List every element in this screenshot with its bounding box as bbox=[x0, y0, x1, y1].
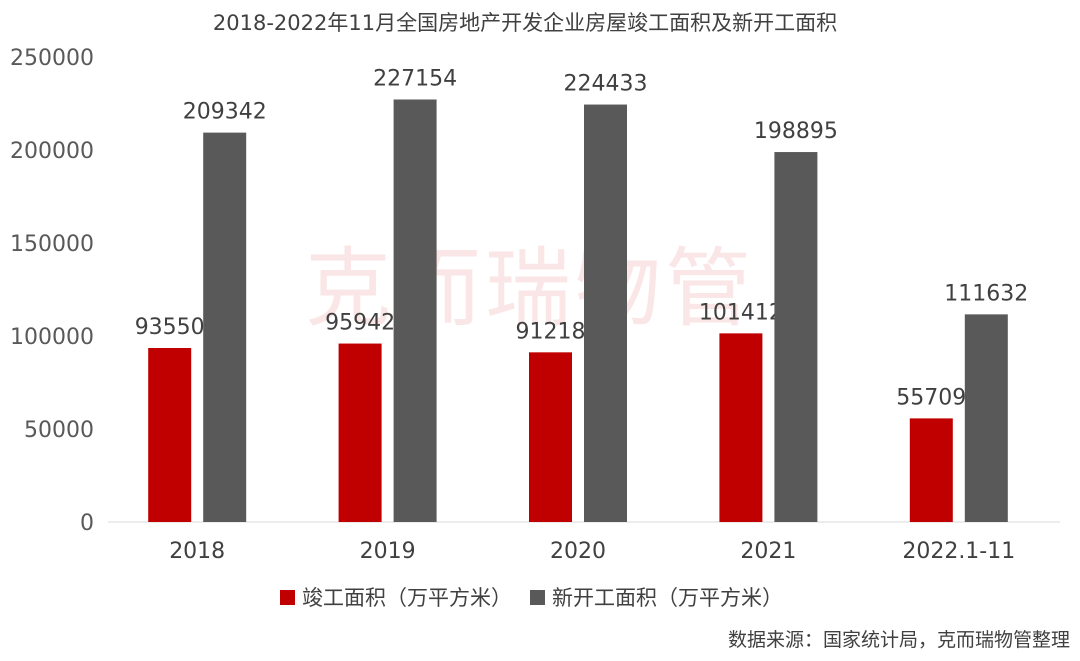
data-label: 93550 bbox=[135, 315, 205, 340]
chart-title: 2018-2022年11月全国房地产开发企业房屋竣工面积及新开工面积 bbox=[213, 11, 837, 35]
bar-new-start-2018 bbox=[203, 132, 247, 522]
x-tick-label: 2019 bbox=[360, 539, 416, 564]
x-axis: 2018 2019 2020 2021 2022.1-11 bbox=[169, 539, 1015, 564]
legend: 竣工面积（万平方米） 新开工面积（万平方米） bbox=[280, 586, 783, 610]
data-label: 209342 bbox=[183, 100, 267, 125]
data-label: 111632 bbox=[944, 281, 1028, 306]
watermark: 克而瑞物管 bbox=[305, 239, 755, 339]
x-tick-label: 2021 bbox=[740, 539, 796, 564]
y-tick-label: 250000 bbox=[10, 46, 94, 71]
y-tick-label: 200000 bbox=[10, 139, 94, 164]
legend-label: 竣工面积（万平方米） bbox=[302, 586, 512, 610]
bar-new-start-2022.1-11 bbox=[964, 314, 1008, 522]
bar-completed-2019 bbox=[338, 343, 382, 522]
bar-new-start-2019 bbox=[393, 99, 437, 522]
legend-label: 新开工面积（万平方米） bbox=[552, 586, 783, 610]
x-tick-label: 2022.1-11 bbox=[902, 539, 1015, 564]
y-tick-label: 100000 bbox=[10, 325, 94, 350]
x-tick-label: 2018 bbox=[169, 539, 225, 564]
bar-completed-2020 bbox=[529, 352, 572, 522]
x-tick-label: 2020 bbox=[550, 539, 606, 564]
y-tick-label: 50000 bbox=[24, 418, 94, 443]
y-tick-label: 150000 bbox=[10, 232, 94, 257]
bars: 93550 209342 95942 227154 91218 224433 101412 1… bbox=[135, 66, 1028, 522]
data-label: 224433 bbox=[564, 72, 648, 97]
bar-completed-2021 bbox=[719, 333, 763, 522]
bar-completed-2022.1-11 bbox=[909, 418, 953, 522]
data-label: 55709 bbox=[896, 385, 966, 410]
legend-swatch bbox=[530, 590, 545, 605]
y-tick-label: 0 bbox=[80, 511, 94, 536]
legend-swatch bbox=[280, 590, 295, 605]
source-note: 数据来源：国家统计局，克而瑞物管整理 bbox=[728, 629, 1070, 651]
data-label: 101412 bbox=[699, 300, 783, 325]
data-label: 227154 bbox=[373, 66, 457, 91]
data-label: 95942 bbox=[325, 311, 395, 336]
data-label: 198895 bbox=[754, 119, 838, 144]
y-axis: 0 50000 100000 150000 200000 250000 bbox=[10, 46, 94, 536]
bar-new-start-2020 bbox=[584, 104, 627, 522]
bar-completed-2018 bbox=[148, 347, 192, 522]
bar-new-start-2021 bbox=[774, 152, 818, 522]
data-label: 91218 bbox=[516, 319, 586, 344]
